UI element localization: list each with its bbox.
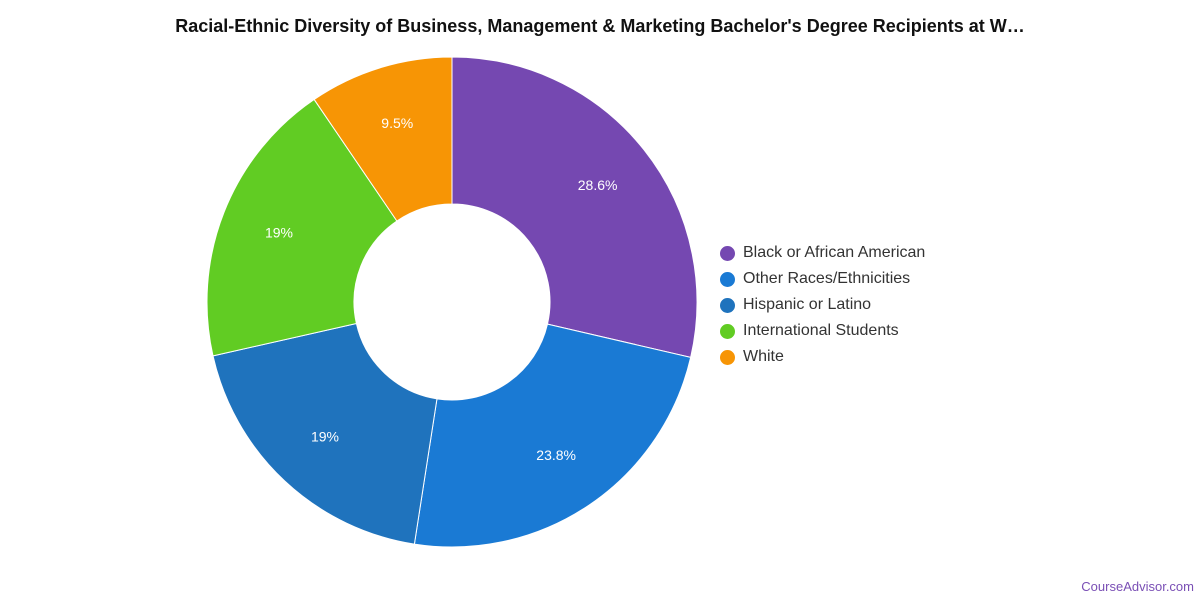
legend-label: International Students — [743, 322, 899, 339]
legend-item-hispanic-or-latino[interactable]: Hispanic or Latino — [720, 292, 925, 318]
legend-swatch — [720, 323, 735, 339]
slice-white[interactable] — [313, 56, 453, 222]
slice-label-white: 9.5% — [381, 115, 413, 131]
slice-international-students[interactable] — [206, 98, 398, 357]
slice-label-other-races-ethnicities: 23.8% — [536, 447, 576, 463]
slice-black-or-african-american[interactable] — [451, 56, 698, 358]
legend-item-international-students[interactable]: International Students — [720, 318, 925, 344]
slice-label-international-students: 19% — [265, 224, 293, 240]
slice-other-races-ethnicities[interactable] — [413, 323, 692, 548]
legend-item-black-or-african-american[interactable]: Black or African American — [720, 240, 925, 266]
legend-label: Black or African American — [743, 244, 926, 261]
legend-swatch — [720, 271, 735, 287]
legend-swatch — [720, 297, 735, 313]
slice-label-black-or-african-american: 28.6% — [578, 177, 618, 193]
chart-title: Racial-Ethnic Diversity of Business, Man… — [175, 16, 1025, 36]
source-credit[interactable]: CourseAdvisor.com — [1081, 579, 1194, 594]
slice-hispanic-or-latino[interactable] — [212, 322, 438, 545]
legend-item-other-races-ethnicities[interactable]: Other Races/Ethnicities — [720, 266, 925, 292]
legend-label: White — [743, 348, 784, 365]
legend-item-white[interactable]: White — [720, 344, 925, 370]
legend-swatch — [720, 245, 735, 261]
chart-legend: Black or African American Other Races/Eth… — [720, 240, 925, 370]
legend-label: Hispanic or Latino — [743, 296, 872, 313]
slice-label-hispanic-or-latino: 19% — [311, 429, 339, 445]
legend-swatch — [720, 349, 735, 365]
legend-label: Other Races/Ethnicities — [743, 270, 911, 287]
